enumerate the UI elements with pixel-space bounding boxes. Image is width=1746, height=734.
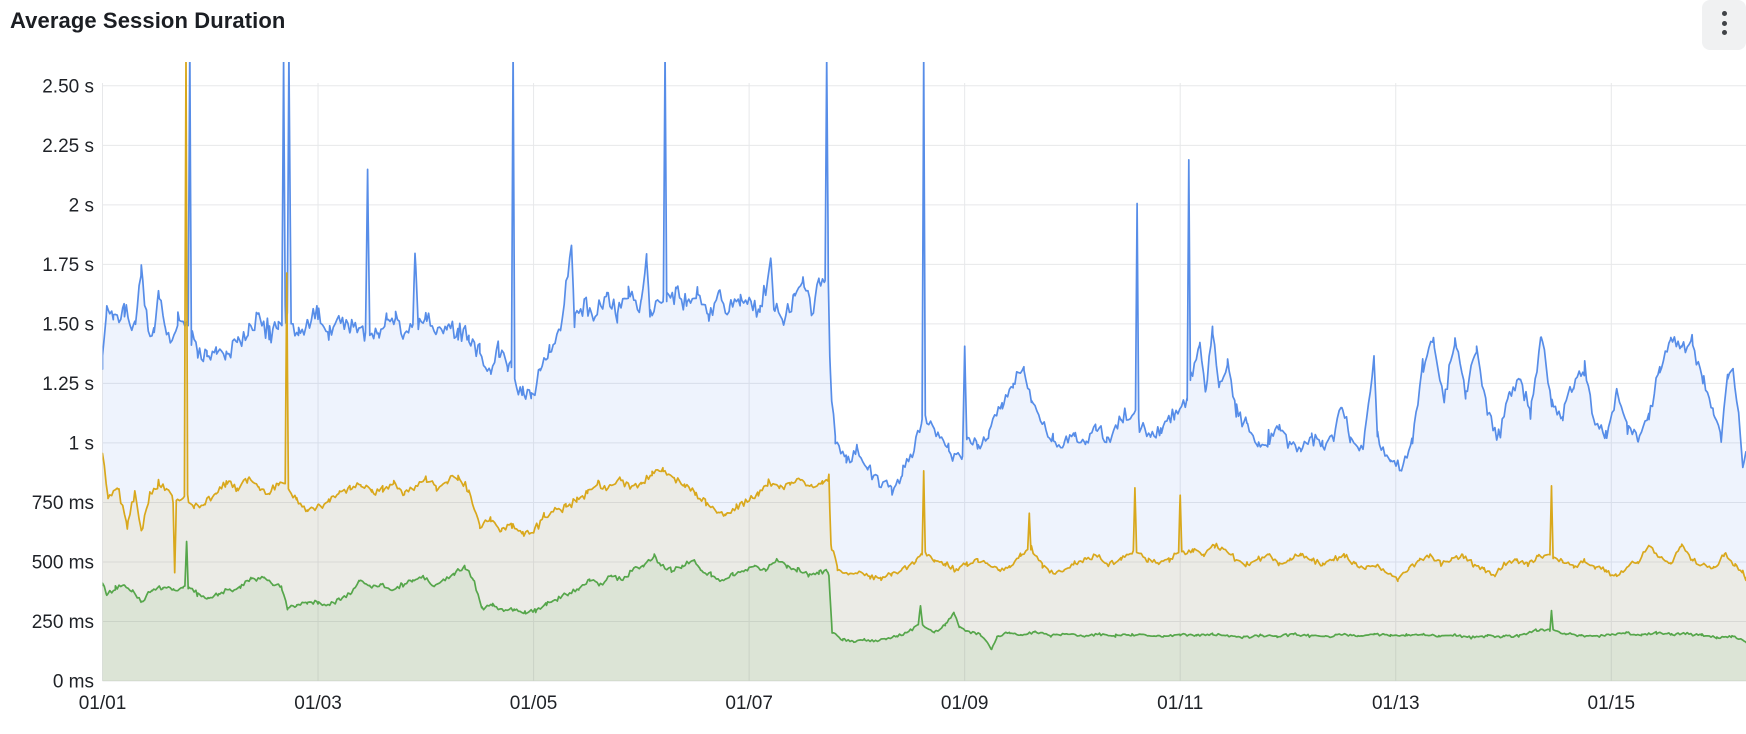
x-tick-label: 01/01	[79, 693, 127, 714]
x-tick-label: 01/03	[294, 693, 342, 714]
y-tick-label: 0 ms	[53, 672, 94, 693]
kebab-dot	[1721, 20, 1727, 26]
x-tick-label: 01/05	[510, 693, 558, 714]
y-tick-label: 1.50 s	[42, 314, 94, 335]
panel-title: Average Session Duration	[10, 8, 286, 33]
y-tick-label: 1.25 s	[42, 374, 94, 395]
y-tick-label: 500 ms	[32, 552, 94, 573]
series-line-blue	[102, 62, 1746, 496]
series-fill-green	[102, 541, 1746, 681]
panel-menu-button[interactable]	[1702, 0, 1746, 50]
y-tick-label: 2.50 s	[42, 76, 94, 97]
x-tick-label: 01/13	[1372, 693, 1420, 714]
y-tick-label: 250 ms	[32, 612, 94, 633]
x-tick-label: 01/07	[725, 693, 773, 714]
kebab-dot	[1721, 30, 1727, 35]
y-tick-label: 1.75 s	[42, 255, 94, 276]
x-tick-label: 01/11	[1157, 693, 1203, 714]
y-tick-label: 1 s	[69, 433, 94, 454]
y-tick-label: 2.25 s	[42, 136, 94, 157]
series-line-yellow	[102, 62, 1746, 583]
x-tick-label: 01/09	[941, 693, 989, 714]
kebab-dot	[1721, 11, 1727, 16]
y-tick-label: 750 ms	[32, 493, 94, 514]
y-tick-label: 2 s	[69, 195, 94, 216]
series-line-green	[102, 540, 1746, 651]
x-tick-label: 01/15	[1588, 693, 1636, 714]
